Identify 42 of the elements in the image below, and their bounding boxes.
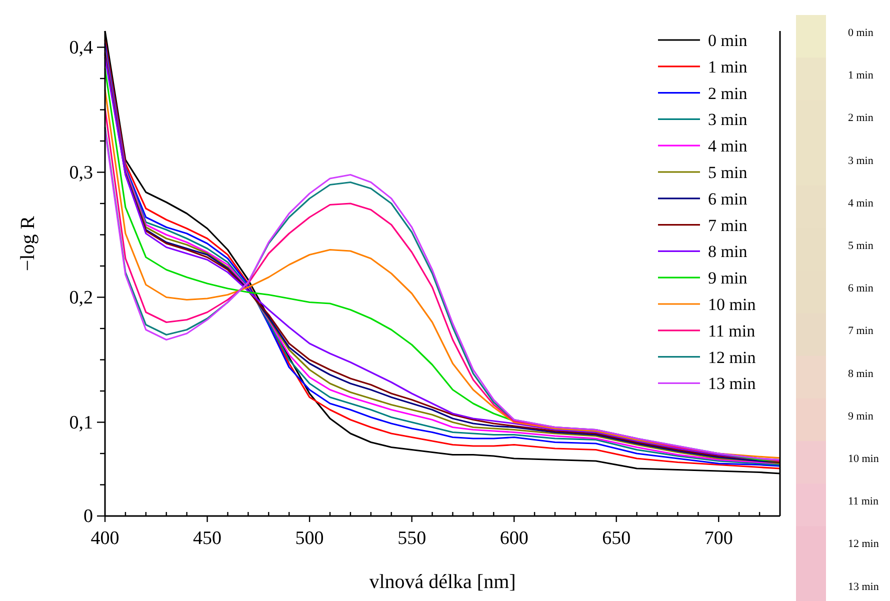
text: 10 min xyxy=(848,453,879,465)
x-axis-title: vlnová délka [nm] xyxy=(369,571,516,593)
text: 5 min xyxy=(848,240,874,252)
legend-label: 10 min xyxy=(708,295,756,314)
x-tick-label: 650 xyxy=(602,528,631,549)
y-tick-label: 0,2 xyxy=(69,287,93,308)
y-tick-label: 0,1 xyxy=(69,412,93,434)
legend-label: 2 min xyxy=(708,84,748,103)
legend-label: 11 min xyxy=(708,321,756,340)
x-tick-label: 500 xyxy=(295,528,324,549)
text: 2 min xyxy=(848,112,874,124)
text: 4 min xyxy=(848,197,874,210)
y-tick-label: 0,4 xyxy=(69,37,94,58)
legend-label: 4 min xyxy=(708,136,748,156)
x-tick-label: 700 xyxy=(704,528,733,549)
legend-label: 13 min xyxy=(708,374,756,394)
x-tick-label: 550 xyxy=(398,528,426,549)
legend-label: 8 min xyxy=(708,242,748,262)
legend-label: 0 min xyxy=(708,31,748,50)
y-axis-title: −log R xyxy=(17,215,39,272)
legend-label: 3 min xyxy=(708,110,748,130)
text: 8 min xyxy=(848,368,874,380)
legend-label: 6 min xyxy=(708,189,748,208)
legend-label: 12 min xyxy=(708,348,756,367)
text: 6 min xyxy=(848,282,874,295)
y-tick-label: 0 xyxy=(84,506,93,527)
text: 12 min xyxy=(848,538,879,550)
legend-label: 7 min xyxy=(708,216,748,235)
y-tick-label: 0,3 xyxy=(69,162,93,184)
legend-label: 1 min xyxy=(708,57,748,76)
text: 7 min xyxy=(848,325,874,338)
x-tick-label: 450 xyxy=(193,528,222,549)
text: 11 min xyxy=(848,496,878,508)
text: 1 min xyxy=(848,70,874,82)
x-tick-label: 400 xyxy=(90,528,120,549)
text: 9 min xyxy=(848,410,874,422)
x-tick-label: 600 xyxy=(500,528,528,549)
text: 13 min xyxy=(848,580,879,593)
text: 3 min xyxy=(848,154,874,167)
legend-label: 5 min xyxy=(708,163,748,182)
legend-label: 9 min xyxy=(708,268,748,288)
text: 0 min xyxy=(848,27,874,39)
